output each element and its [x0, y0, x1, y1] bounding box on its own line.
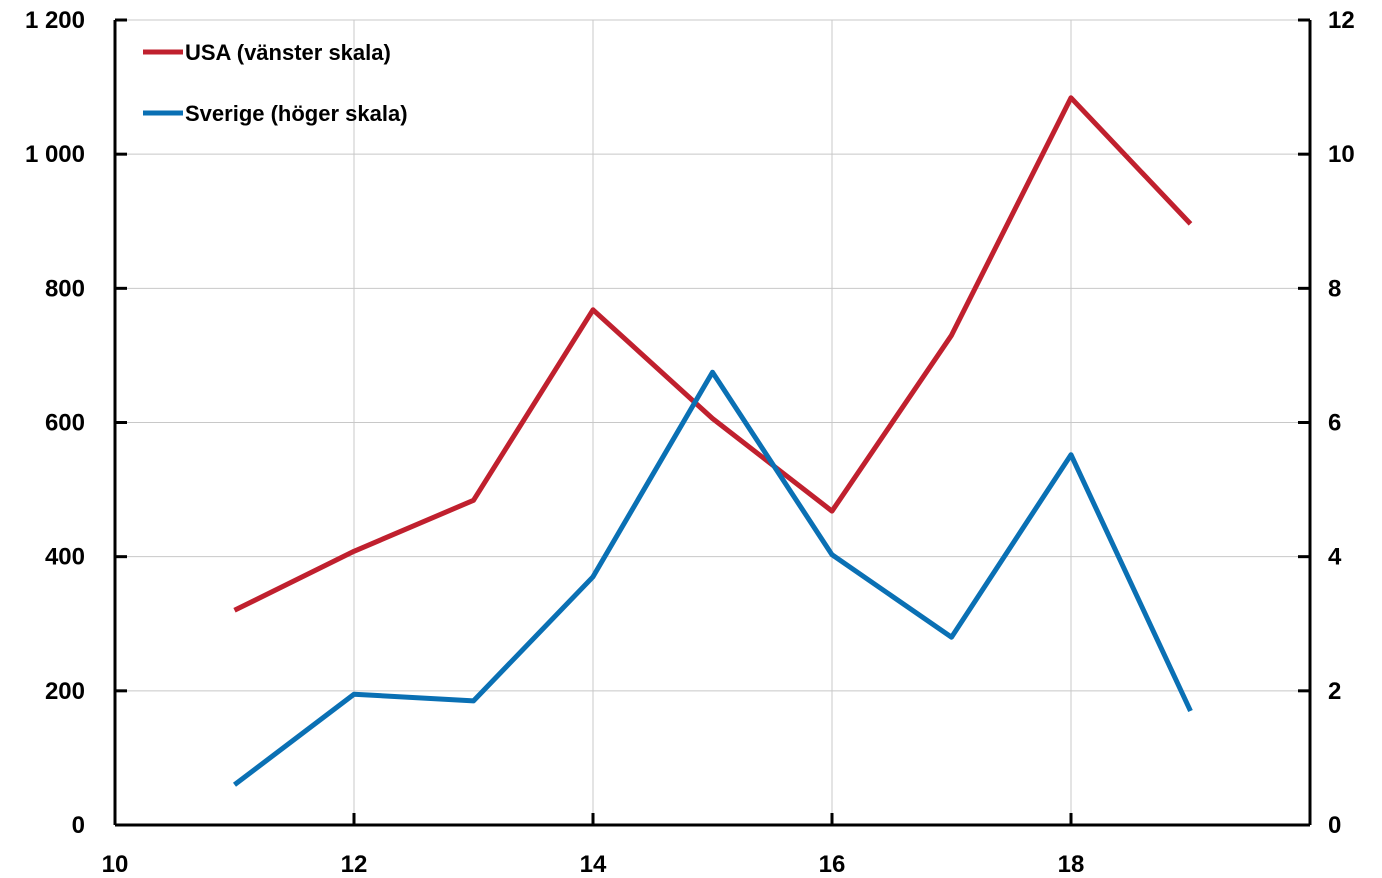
- legend-label: USA (vänster skala): [185, 40, 391, 65]
- y-right-tick-label: 8: [1328, 275, 1341, 302]
- x-tick-label: 14: [580, 851, 607, 878]
- series-line-sverige: [232, 369, 1193, 787]
- y-left-tick-label: 0: [72, 812, 85, 839]
- y-left-tick-label: 200: [45, 678, 85, 705]
- y-left-tick-label: 1 200: [25, 7, 85, 34]
- x-tick-label: 18: [1058, 851, 1085, 878]
- y-right-tick-label: 10: [1328, 141, 1355, 168]
- y-left-tick-label: 600: [45, 410, 85, 437]
- y-right-tick-label: 4: [1328, 544, 1342, 571]
- legend-label: Sverige (höger skala): [185, 101, 408, 126]
- tick-labels: 0 0 200 2 400 4 600 6 800 8 1 000 10 1 200 12 10 12 14 16…: [25, 7, 1355, 878]
- y-left-tick-label: 400: [45, 544, 85, 571]
- gridlines: [115, 19, 1310, 825]
- x-tick-label: 16: [819, 851, 846, 878]
- y-right-tick-label: 12: [1328, 7, 1355, 34]
- legend: USA (vänster skala) Sverige (höger skala): [143, 40, 408, 126]
- y-right-tick-label: 6: [1328, 410, 1341, 437]
- x-tick-label: 12: [341, 851, 368, 878]
- series-line-usa: [233, 95, 1193, 613]
- y-right-tick-label: 2: [1328, 678, 1341, 705]
- series-layer: [232, 95, 1193, 787]
- y-left-tick-label: 1 000: [25, 141, 85, 168]
- y-right-tick-label: 0: [1328, 812, 1341, 839]
- x-tick-label: 10: [102, 851, 129, 878]
- y-left-tick-label: 800: [45, 275, 85, 302]
- axes: [113, 18, 1312, 827]
